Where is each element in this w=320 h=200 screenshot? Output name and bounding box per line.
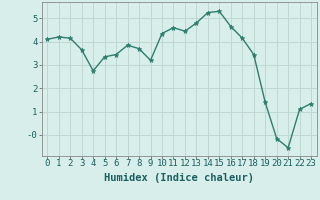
- X-axis label: Humidex (Indice chaleur): Humidex (Indice chaleur): [104, 173, 254, 183]
